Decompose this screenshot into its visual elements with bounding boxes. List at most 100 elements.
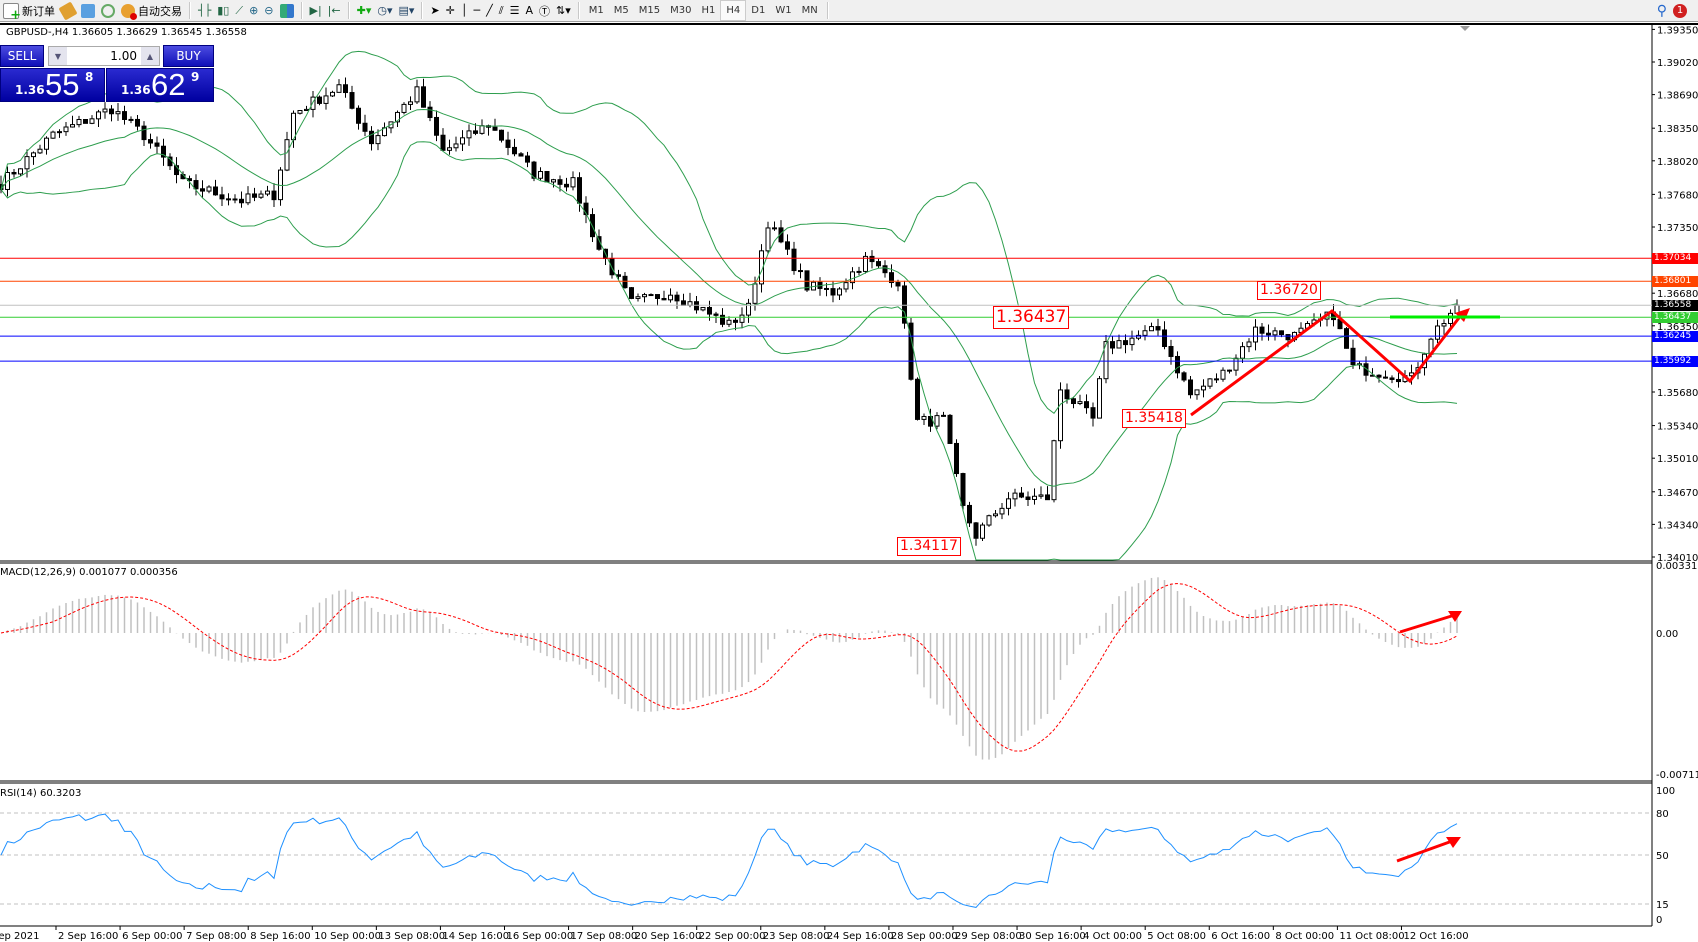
periods-button[interactable]: ◷▾: [374, 1, 395, 20]
candle-bearish: [577, 177, 582, 204]
bar-chart-button[interactable]: ┤├: [195, 1, 214, 20]
buy-price[interactable]: 1.36 62 9: [106, 67, 214, 102]
chart-shift-button[interactable]: |←: [325, 1, 344, 20]
candle-bearish: [1025, 496, 1031, 500]
timeframe-mn[interactable]: MN: [801, 5, 818, 16]
vertical-line-button[interactable]: │: [458, 1, 471, 20]
candle-bullish: [1272, 330, 1278, 336]
candle-bullish: [1116, 340, 1122, 349]
candle-bullish: [304, 108, 309, 112]
new-order-button[interactable]: + 新订单: [0, 1, 58, 22]
fibonacci-button[interactable]: ☰: [507, 1, 523, 20]
timeframe-h4[interactable]: H4: [720, 0, 747, 21]
grid-icon: [279, 3, 294, 18]
candle-bullish: [284, 139, 290, 171]
search-icon: ⚲: [1656, 2, 1667, 19]
cursor-icon: ➤: [430, 4, 440, 17]
sell-price[interactable]: 1.36 55 8: [0, 67, 105, 102]
templates-button[interactable]: ▤▾: [395, 1, 417, 20]
new-order-icon: +: [3, 2, 21, 22]
candle-bearish: [213, 186, 218, 196]
toolbar-divider: [826, 2, 829, 19]
timeframe-m30[interactable]: M30: [670, 5, 692, 16]
timeframe-m15[interactable]: M15: [638, 5, 661, 16]
arrows-button[interactable]: ⇅▾: [553, 1, 574, 20]
indicators-button[interactable]: ✚▾: [354, 1, 375, 20]
text-label-button[interactable]: Ⓣ: [536, 1, 553, 20]
indicators-icon: ✚▾: [356, 4, 372, 17]
time-tick-label: 5 Oct 08:00: [1147, 931, 1206, 942]
time-tick-label: 30 Sep 16:00: [1019, 931, 1086, 942]
channel-button[interactable]: ⫽: [496, 1, 507, 20]
notifications-button[interactable]: 1: [1670, 1, 1698, 20]
horizontal-line-button[interactable]: ─: [470, 1, 483, 20]
signals-button[interactable]: [98, 1, 118, 20]
candle-bearish: [609, 258, 615, 276]
volume-value[interactable]: 1.00: [110, 49, 137, 63]
buy-price-pips: 62: [151, 67, 186, 102]
time-tick-label: 23 Sep 08:00: [763, 931, 830, 942]
annotation-high[interactable]: 1.36720: [1257, 281, 1321, 300]
candle-bullish: [479, 125, 485, 134]
zoom-out-icon: ⊖: [264, 4, 274, 17]
rsi-label: RSI(14) 60.3203: [0, 788, 81, 799]
line-chart-button[interactable]: ⟋: [232, 1, 246, 20]
candle-bearish: [1396, 378, 1401, 383]
zoom-out-button[interactable]: ⊖: [261, 1, 276, 20]
timeframe-m5[interactable]: M5: [613, 5, 629, 16]
annotation-low[interactable]: 1.35418: [1122, 409, 1186, 428]
annotation-bottom[interactable]: 1.34117: [897, 537, 961, 556]
time-tick-label: 24 Sep 16:00: [827, 931, 894, 942]
candle-bearish: [798, 270, 803, 273]
sell-button[interactable]: SELL: [0, 45, 44, 67]
text-label-icon: Ⓣ: [539, 4, 551, 18]
volume-decrease-button[interactable]: ▼: [49, 47, 67, 65]
signal-icon: [101, 3, 115, 18]
volume-field[interactable]: ▼ 1.00 ▲: [48, 46, 160, 66]
volume-increase-button[interactable]: ▲: [141, 47, 159, 65]
timeframe-m1[interactable]: M1: [588, 5, 604, 16]
text-button[interactable]: A: [523, 1, 537, 20]
candle-bearish: [791, 248, 797, 272]
cursor-button[interactable]: ➤: [427, 1, 442, 20]
autoscroll-icon: ▶|: [309, 4, 322, 17]
candle-bearish: [1162, 329, 1167, 348]
candle-bearish: [434, 116, 439, 136]
zoom-in-button[interactable]: ⊕: [246, 1, 261, 20]
annotation-target[interactable]: 1.36437: [993, 306, 1070, 329]
candle-bullish: [648, 294, 654, 297]
candle-bearish: [694, 301, 699, 311]
candle-bearish: [1259, 326, 1265, 334]
buy-price-fraction: 9: [191, 70, 200, 84]
candlestick-button[interactable]: ▮▯: [214, 1, 232, 20]
crosshair-button[interactable]: ✛: [443, 1, 458, 20]
terminal-button[interactable]: [78, 1, 98, 20]
candle-bearish: [356, 107, 361, 124]
candle-bearish: [154, 142, 160, 147]
autoscroll-button[interactable]: ▶|: [307, 1, 325, 20]
candle-bullish: [993, 513, 998, 517]
toolbar-divider: [347, 2, 350, 19]
trendline-button[interactable]: ╱: [483, 1, 496, 20]
candle-bearish: [1123, 340, 1128, 346]
candle-bearish: [421, 86, 426, 108]
timeframe-d1[interactable]: D1: [751, 5, 766, 16]
sell-price-pips: 55: [45, 67, 80, 102]
macd-axis-label: 0.003315: [1656, 561, 1698, 572]
time-tick-label: 16 Sep 00:00: [506, 931, 573, 942]
search-button[interactable]: ⚲: [1654, 1, 1670, 20]
tile-windows-button[interactable]: [277, 1, 297, 20]
chart-header: GBPUSD-,H4 1.36605 1.36629 1.36545 1.365…: [6, 27, 247, 38]
candle-bearish: [1279, 330, 1284, 336]
zoom-in-icon: ⊕: [249, 4, 259, 17]
candle-bullish: [96, 111, 101, 120]
price-level-label: 1.35992: [1652, 356, 1698, 368]
buy-button[interactable]: BUY: [163, 45, 214, 67]
auto-trading-button[interactable]: 自动交易: [118, 1, 185, 20]
timeframe-h1[interactable]: H1: [701, 5, 716, 16]
candle-bullish: [63, 126, 69, 133]
candle-bullish: [941, 414, 946, 417]
candle-bearish: [83, 119, 88, 124]
timeframe-w1[interactable]: W1: [775, 5, 792, 16]
